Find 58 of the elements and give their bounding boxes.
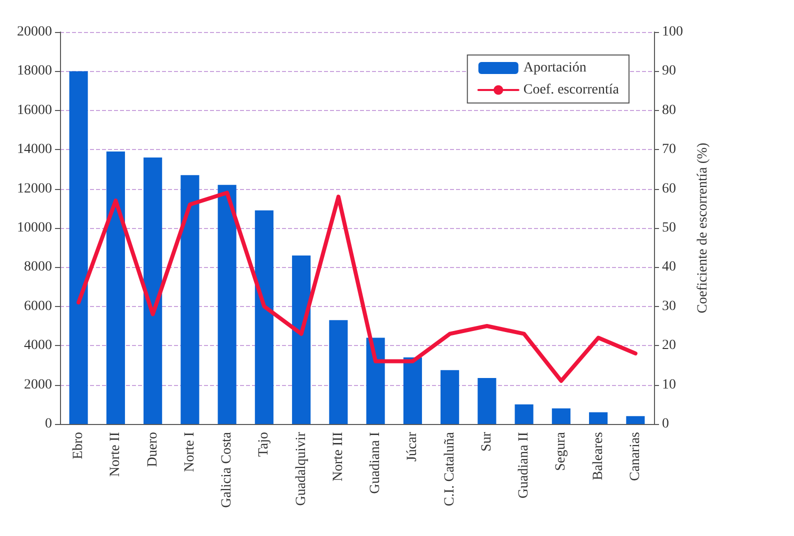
y2-tick-label: 20 xyxy=(662,338,676,354)
y2-tick-label: 0 xyxy=(662,416,669,432)
y-tick-label: 12000 xyxy=(17,181,52,196)
bar xyxy=(403,357,422,424)
x-tick-label: Ebro xyxy=(71,432,86,460)
bar xyxy=(144,157,162,424)
bar xyxy=(69,71,88,424)
bar xyxy=(292,255,311,424)
bar xyxy=(218,184,236,424)
x-tick-label: Norte I xyxy=(182,432,198,472)
y-tick-label: 4000 xyxy=(24,338,52,354)
y-tick-label: 2000 xyxy=(24,377,52,392)
y-tick-label: 16000 xyxy=(17,102,52,118)
y-tick-label: 20000 xyxy=(17,24,52,40)
bar xyxy=(514,404,534,424)
bar xyxy=(589,412,608,424)
y-tick-label: 14000 xyxy=(17,142,52,158)
bar xyxy=(329,320,348,424)
legend-label: Aportación xyxy=(523,60,586,76)
y2-tick-label: 100 xyxy=(662,24,683,40)
y2-tick-label: 30 xyxy=(662,298,676,314)
x-tick-label: C.I. Cataluña xyxy=(442,431,458,506)
y2-tick-label: 70 xyxy=(662,142,676,158)
y2-tick-label: 60 xyxy=(662,181,676,196)
bar xyxy=(478,378,496,424)
legend-label: Coef. escorrentía xyxy=(523,82,620,98)
y2-tick-label: 80 xyxy=(662,102,676,118)
y2-tick-label: 10 xyxy=(662,377,676,392)
y2-tick-label: 50 xyxy=(662,220,676,236)
y-tick-label: 8000 xyxy=(24,260,52,275)
y2-tick-label: 90 xyxy=(662,64,676,79)
x-tick-label: Norte II xyxy=(108,432,124,477)
x-tick-label: Canarias xyxy=(628,432,643,481)
x-tick-label: Duero xyxy=(145,432,160,467)
line-series xyxy=(76,190,638,383)
bar xyxy=(552,408,570,424)
x-tick-label: Galicia Costa xyxy=(220,431,235,508)
y-tick-label: 6000 xyxy=(24,298,52,314)
bar xyxy=(106,152,125,424)
bar xyxy=(626,416,645,424)
x-tick-label: Guadalquivir xyxy=(294,432,309,506)
bar xyxy=(180,175,200,424)
x-tick-label: Tajo xyxy=(256,432,272,457)
x-tick-label: Sur xyxy=(479,432,494,452)
x-tick-label: Segura xyxy=(554,431,569,471)
x-tick-label: Guadiana II xyxy=(516,432,532,498)
x-tick-label: Baleares xyxy=(590,432,606,480)
bar xyxy=(440,370,460,424)
y2-tick-label: 40 xyxy=(662,260,676,275)
bar xyxy=(366,338,385,424)
bar xyxy=(254,210,274,424)
y-tick-label: 10000 xyxy=(17,220,52,236)
y2-axis-title: Coeficiente de escorrentía (%) xyxy=(696,142,710,314)
x-tick-label: Guadiana I xyxy=(368,432,384,494)
x-tick-label: Júcar xyxy=(405,432,420,462)
x-tick-label: Norte III xyxy=(330,432,346,482)
y-tick-label: 0 xyxy=(45,416,52,432)
y-tick-label: 18000 xyxy=(17,64,52,79)
